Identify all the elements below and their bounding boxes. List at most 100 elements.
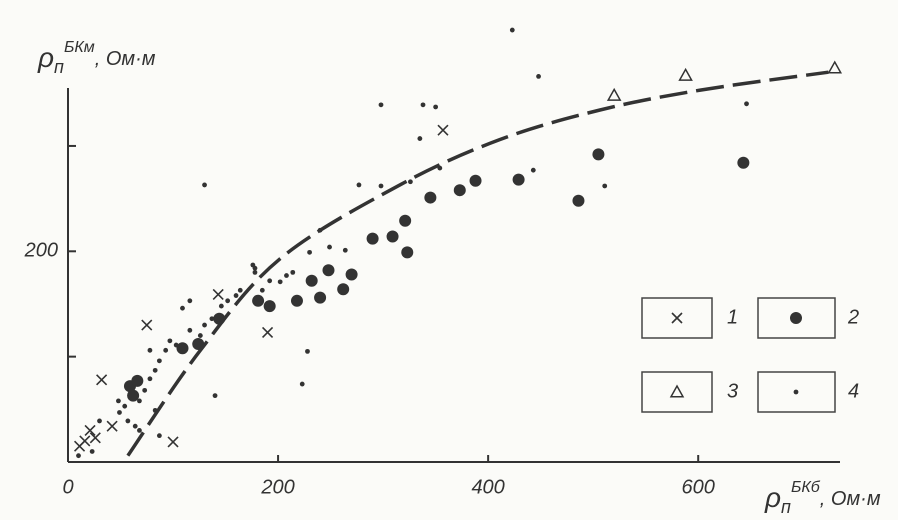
y-label-sub: п	[54, 57, 64, 77]
legend-marker	[793, 389, 799, 395]
point	[79, 435, 91, 447]
x-tick-label: 0	[62, 476, 73, 498]
point	[305, 274, 318, 287]
point	[127, 389, 140, 402]
point	[314, 291, 327, 304]
point	[342, 247, 348, 253]
x-label-sup: БКб	[791, 479, 821, 496]
point	[267, 278, 273, 284]
point	[173, 342, 179, 348]
point	[572, 194, 585, 207]
legend-label: 3	[727, 380, 738, 402]
y-label-unit: , Ом·м	[95, 48, 156, 70]
point	[469, 174, 482, 187]
point	[147, 376, 153, 382]
point	[122, 403, 128, 409]
legend-box	[757, 297, 836, 339]
legend-label: 2	[847, 306, 859, 328]
point	[401, 246, 414, 259]
point	[827, 60, 843, 74]
legend-box	[641, 297, 713, 339]
point	[97, 418, 102, 424]
point	[417, 136, 423, 141]
x-label-unit: , Ом·м	[820, 488, 881, 510]
legend-marker	[671, 312, 683, 324]
point	[137, 427, 142, 433]
point	[131, 374, 144, 387]
point	[290, 269, 296, 275]
point	[433, 104, 439, 110]
y-tick-label: 200	[24, 240, 58, 262]
point	[137, 398, 142, 404]
point	[606, 87, 622, 101]
point	[536, 74, 541, 79]
legend-marker	[790, 312, 802, 324]
point	[76, 453, 81, 459]
x-tick-label: 400	[471, 476, 504, 498]
x-label-symbol: ρ	[764, 482, 781, 513]
point	[345, 268, 358, 281]
point	[117, 410, 122, 415]
point	[84, 424, 96, 436]
point	[386, 230, 399, 243]
point	[106, 420, 118, 432]
point	[89, 449, 95, 454]
point	[202, 322, 207, 328]
point	[167, 338, 173, 344]
point	[408, 179, 413, 185]
legend-label: 1	[727, 306, 738, 328]
legend-marker	[669, 384, 685, 398]
point	[261, 326, 274, 338]
point	[284, 273, 289, 278]
point	[259, 287, 265, 293]
point	[156, 358, 162, 364]
x-label-sub: п	[781, 497, 791, 517]
point	[212, 288, 224, 301]
point	[420, 102, 426, 108]
point	[378, 102, 384, 108]
point	[218, 303, 224, 309]
point	[327, 244, 332, 250]
y-axis-label: ρпБКм, Ом·м	[37, 39, 156, 77]
y-label-symbol: ρ	[37, 42, 54, 73]
point	[167, 436, 179, 448]
point	[512, 173, 525, 186]
point	[366, 232, 379, 245]
point	[96, 374, 108, 386]
point	[378, 183, 384, 189]
point	[209, 316, 215, 322]
point	[263, 300, 276, 313]
x-tick-label: 200	[260, 476, 294, 498]
point	[116, 398, 121, 404]
point	[225, 298, 231, 304]
point	[212, 393, 218, 399]
point	[737, 156, 750, 169]
point	[250, 262, 256, 268]
point	[156, 433, 162, 439]
point	[237, 287, 243, 293]
point	[602, 183, 608, 189]
point	[180, 305, 185, 311]
legend-label: 4	[848, 380, 859, 402]
point	[176, 342, 189, 355]
point	[141, 319, 153, 331]
point	[142, 387, 148, 393]
point	[305, 348, 310, 354]
y-label-sup: БКм	[64, 39, 95, 56]
point	[299, 381, 305, 387]
x-axis-label: ρпБКб, Ом·м	[764, 479, 881, 517]
point	[453, 184, 466, 197]
point	[187, 298, 193, 304]
point	[202, 182, 207, 188]
point	[744, 101, 749, 107]
point	[356, 182, 362, 188]
point	[290, 294, 303, 307]
legend	[641, 297, 836, 413]
point	[89, 432, 101, 444]
point	[337, 283, 350, 296]
point	[437, 124, 449, 136]
point	[252, 269, 258, 275]
point	[424, 191, 437, 204]
point	[233, 293, 239, 298]
